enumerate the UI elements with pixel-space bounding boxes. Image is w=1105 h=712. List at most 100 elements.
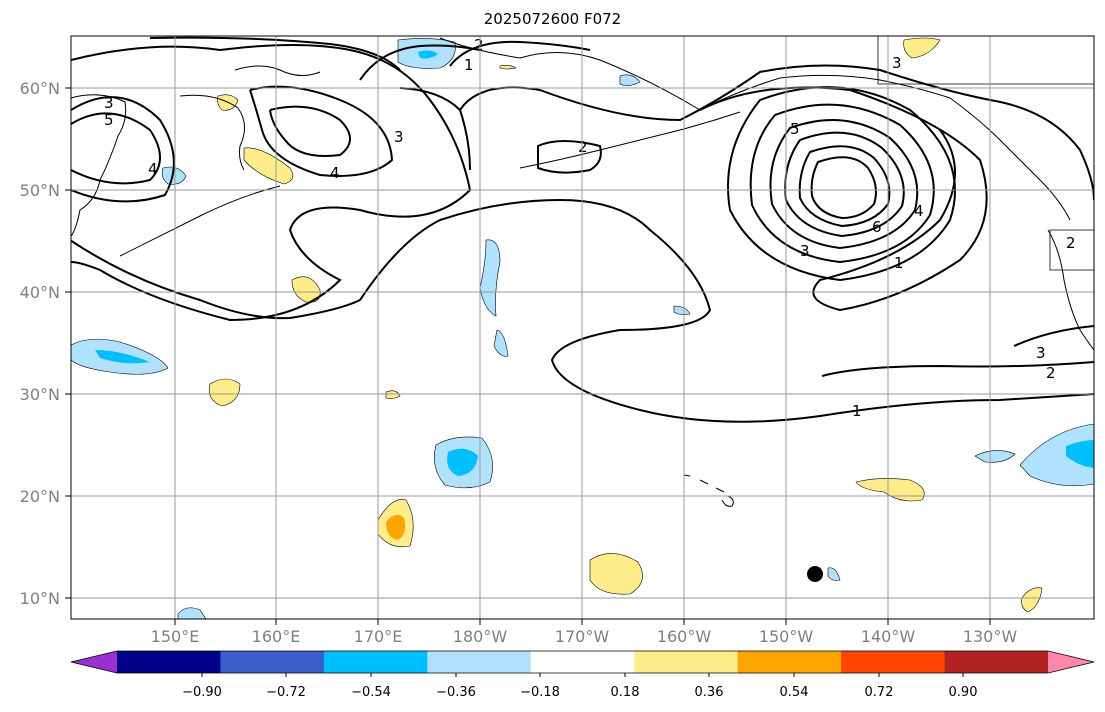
colorbar-segment [427, 651, 532, 673]
colorbar-segment [117, 651, 221, 673]
shade-patch-yellow [208, 378, 241, 407]
shade-patch-blue-core [447, 448, 478, 476]
lon-label: 160°W [657, 627, 712, 646]
shade-patch-blue [1019, 423, 1094, 487]
contour-line [71, 112, 161, 185]
lon-label: 170°W [555, 627, 610, 646]
lat-label: 40°N [20, 283, 60, 302]
contour-line [1013, 325, 1094, 347]
shade-patch-blue [161, 166, 187, 185]
lon-label: 170°E [354, 627, 403, 646]
shade-patch-yellow [903, 37, 941, 59]
contour-line [269, 105, 351, 157]
contour-line [359, 44, 481, 81]
contour-label: 4 [330, 164, 340, 182]
lat-label: 50°N [20, 181, 60, 200]
contour-label: 1 [852, 402, 862, 420]
shade-patch-yellow [243, 147, 294, 185]
lat-label: 10°N [20, 589, 60, 608]
shade-patch-blue [493, 329, 509, 357]
coastline-north-america [1047, 229, 1094, 351]
coastline-aleutians [119, 111, 741, 257]
colorbar-extend-max [1048, 651, 1094, 673]
lon-label: 160°E [252, 627, 301, 646]
colorbar-tick-label: −0.90 [182, 685, 222, 700]
contour-line [798, 145, 891, 228]
lon-label: 180°W [453, 627, 508, 646]
shade-patch-blue [177, 607, 207, 619]
contour-label: 6 [872, 218, 882, 236]
shade-patch-yellow [589, 553, 643, 595]
longitude-labels: 150°E 160°E 170°E 180°W 170°W 160°W 150°… [151, 627, 1018, 646]
contour-label: 4 [148, 160, 158, 178]
colorbar-tick-label: −0.18 [520, 685, 560, 700]
contour-label: 3 [800, 242, 810, 260]
contour-line [459, 64, 1094, 201]
colorbar-tick-label: 0.72 [865, 685, 894, 700]
colorbar-segment [530, 651, 635, 673]
contour-label: 2 [578, 138, 588, 156]
contour-line [810, 156, 877, 220]
contour-line [71, 96, 175, 203]
shade-patch-yellow [855, 478, 925, 502]
contour-label: 3 [1036, 344, 1046, 362]
contour-label: 1 [894, 254, 904, 272]
lon-label: 150°E [151, 627, 200, 646]
shade-patch-blue [974, 450, 1016, 463]
colorbar-tick-label: 0.90 [949, 685, 978, 700]
contour-label: 3 [394, 128, 404, 146]
colorbar-segment [737, 651, 842, 673]
colorbar-tick-label: 0.18 [611, 685, 640, 700]
coastline-kamchatka [71, 94, 127, 237]
graticule [71, 36, 1094, 619]
lon-label: 130°W [963, 627, 1018, 646]
contour-line [71, 198, 1094, 423]
shade-patch-yellow [385, 390, 401, 399]
shade-patch-blue [673, 305, 691, 315]
contour-label: 5 [104, 111, 114, 129]
colorbar-tick-label: 0.54 [780, 685, 809, 700]
contour-line [149, 36, 401, 71]
contour-line [749, 103, 935, 264]
shade-patch-yellow [499, 65, 517, 70]
colorbar-tick-label: 0.36 [695, 685, 724, 700]
contour-label: 3 [104, 94, 114, 112]
colorbar-tick-label: −0.54 [351, 685, 391, 700]
lon-label: 150°W [759, 627, 814, 646]
contour-label: 2 [1046, 364, 1056, 382]
colorbar-outline [70, 650, 1095, 674]
shade-patch-blue-core [95, 350, 150, 364]
colorbar-tick-label: −0.72 [266, 685, 306, 700]
shade-patch-yellow [1021, 587, 1043, 613]
shade-patch-yellow [291, 276, 321, 303]
contour-line [699, 86, 988, 312]
lat-label: 30°N [20, 385, 60, 404]
coastlines [71, 37, 1094, 507]
colorbar-tick-label: −0.36 [436, 685, 476, 700]
political-borders [877, 36, 1094, 271]
location-marker [807, 566, 823, 582]
colorbar [70, 650, 1095, 677]
coastline-alaska [439, 37, 1071, 221]
colorbar-segment [323, 651, 428, 673]
contour-lines [71, 36, 1094, 423]
map-title: 2025072600 F072 [483, 10, 622, 28]
coastline-hawaii [683, 474, 734, 507]
colorbar-segment [220, 651, 325, 673]
contour-line [727, 86, 956, 282]
colorbar-extend-min [71, 651, 117, 673]
coastline-kamchatka-east [179, 94, 245, 171]
contour-label: 1 [464, 56, 474, 74]
contour-line [821, 361, 1094, 377]
lat-label: 20°N [20, 487, 60, 506]
contour-label: 2 [1066, 234, 1076, 252]
shaded-areas [71, 37, 1094, 619]
lat-label: 60°N [20, 79, 60, 98]
shade-patch-blue [619, 74, 641, 86]
contour-label: 3 [892, 54, 902, 72]
contour-line [537, 140, 602, 174]
colorbar-segment [634, 651, 739, 673]
axis-ticks [65, 87, 991, 625]
shade-patch-blue [827, 567, 841, 581]
